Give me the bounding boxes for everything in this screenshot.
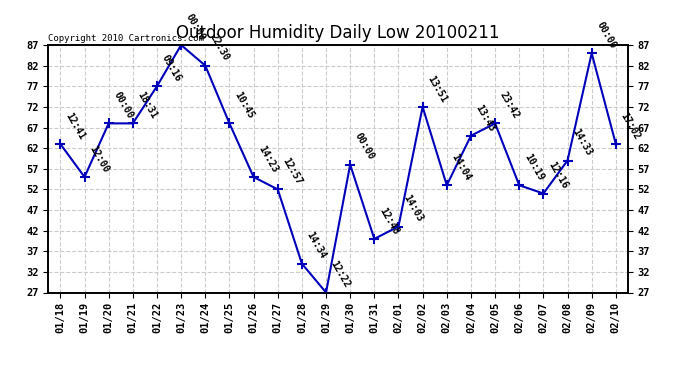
Text: 14:23: 14:23 — [257, 144, 279, 174]
Text: 00:00: 00:00 — [112, 90, 135, 121]
Text: Copyright 2010 Cartronics.com: Copyright 2010 Cartronics.com — [48, 33, 204, 42]
Text: 00:00: 00:00 — [353, 131, 376, 162]
Text: 13:51: 13:51 — [426, 74, 449, 104]
Text: 10:45: 10:45 — [233, 90, 255, 121]
Text: 14:04: 14:04 — [450, 152, 473, 183]
Text: 12:22: 12:22 — [329, 259, 352, 290]
Text: 12:41: 12:41 — [63, 111, 86, 141]
Text: 00:00: 00:00 — [595, 20, 618, 51]
Text: 12:57: 12:57 — [281, 156, 304, 187]
Text: 09:16: 09:16 — [160, 53, 183, 84]
Text: 22:30: 22:30 — [208, 32, 231, 63]
Title: Outdoor Humidity Daily Low 20100211: Outdoor Humidity Daily Low 20100211 — [177, 24, 500, 42]
Text: 12:48: 12:48 — [377, 206, 400, 236]
Text: 13:43: 13:43 — [474, 102, 497, 133]
Text: 12:16: 12:16 — [546, 160, 569, 191]
Text: 18:31: 18:31 — [136, 90, 159, 121]
Text: 12:00: 12:00 — [88, 144, 110, 174]
Text: 23:42: 23:42 — [498, 90, 521, 121]
Text: 17:02: 17:02 — [619, 111, 642, 141]
Text: 14:03: 14:03 — [402, 193, 424, 224]
Text: 14:33: 14:33 — [571, 127, 593, 158]
Text: 14:34: 14:34 — [305, 230, 328, 261]
Text: 00:00: 00:00 — [184, 12, 207, 42]
Text: 10:19: 10:19 — [522, 152, 545, 183]
